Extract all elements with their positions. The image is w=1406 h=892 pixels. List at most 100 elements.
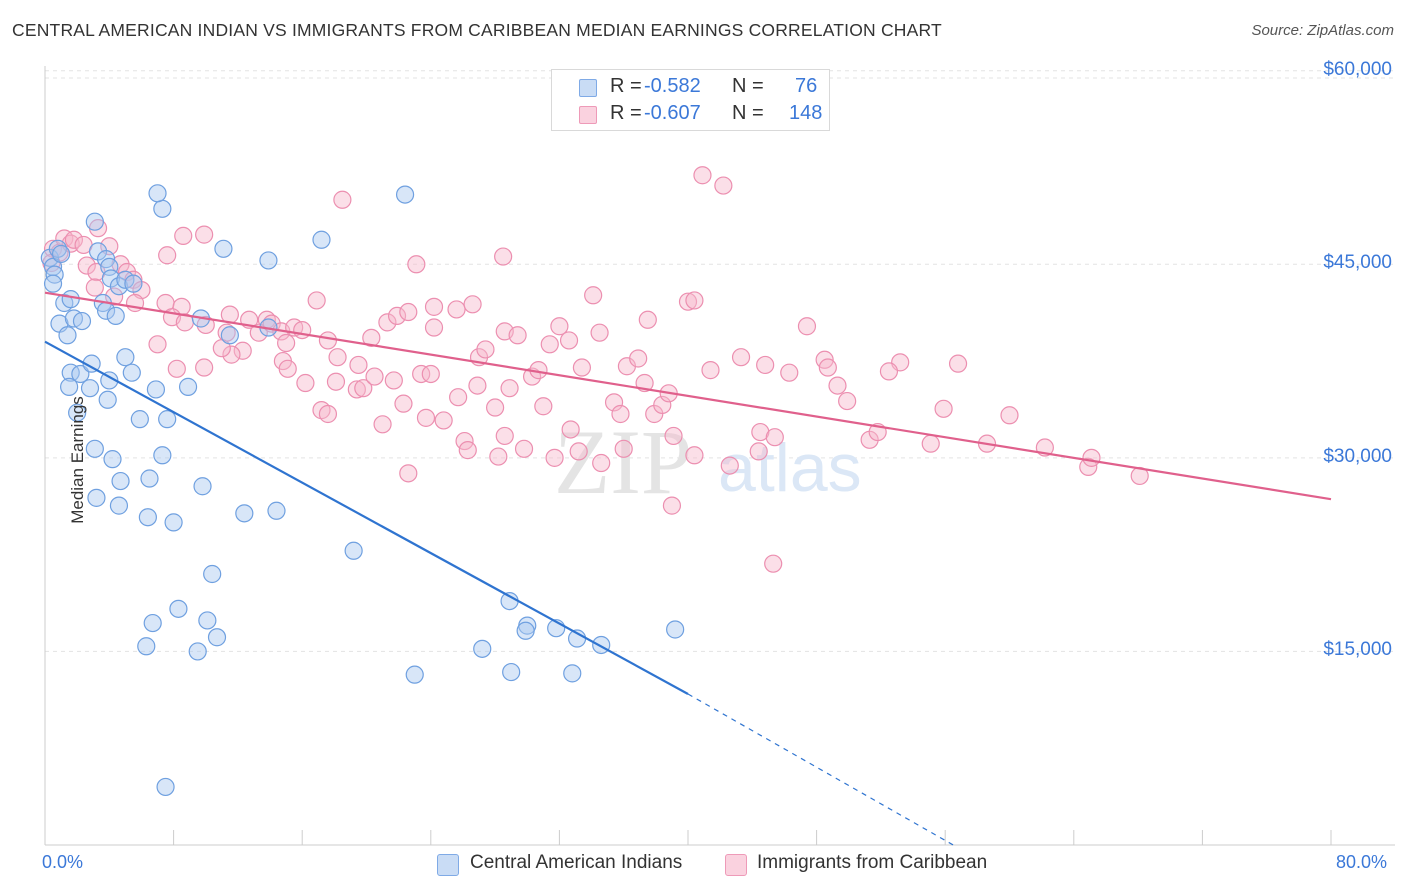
point-caribbean-immigrant xyxy=(158,246,177,265)
bottom-legend-swatch-blue xyxy=(437,854,459,876)
point-caribbean-immigrant xyxy=(278,359,297,378)
point-caribbean-immigrant xyxy=(387,306,407,326)
bottom-legend-label: Central American Indians xyxy=(470,852,683,873)
data-points xyxy=(40,166,1149,797)
bottom-legend-label: Immigrants from Caribbean xyxy=(757,852,988,873)
point-central-american-indian xyxy=(259,251,278,270)
point-caribbean-immigrant xyxy=(195,358,214,377)
point-central-american-indian xyxy=(137,637,156,656)
y-tick-label: $60,000 xyxy=(1323,58,1392,80)
point-caribbean-immigrant xyxy=(540,335,559,354)
point-caribbean-immigrant xyxy=(212,339,231,358)
point-central-american-indian xyxy=(164,513,183,532)
point-central-american-indian xyxy=(207,628,227,647)
point-central-american-indian xyxy=(61,363,80,382)
legend-row-blue: R = -0.582 N = 76 xyxy=(552,74,829,100)
point-caribbean-immigrant xyxy=(545,448,564,467)
point-caribbean-immigrant xyxy=(559,331,579,350)
legend-row-pink: R = -0.607 N = 148 xyxy=(552,101,829,127)
point-caribbean-immigrant xyxy=(463,295,482,314)
point-central-american-indian xyxy=(516,621,535,640)
y-tick-label: $30,000 xyxy=(1323,445,1392,467)
point-caribbean-immigrant xyxy=(749,442,768,461)
x-tick-label-max: 80.0% xyxy=(1336,852,1388,872)
point-caribbean-immigrant xyxy=(584,286,603,305)
y-tick-label: $15,000 xyxy=(1323,639,1392,661)
point-caribbean-immigrant xyxy=(638,310,657,329)
point-central-american-indian xyxy=(395,185,415,204)
legend-r-label: R = xyxy=(610,102,642,124)
point-caribbean-immigrant xyxy=(293,321,312,340)
point-central-american-indian xyxy=(106,306,125,326)
trend-lines xyxy=(44,291,1332,846)
chart-title: CENTRAL AMERICAN INDIAN VS IMMIGRANTS FR… xyxy=(12,20,942,40)
point-caribbean-immigrant xyxy=(494,247,513,266)
point-caribbean-immigrant xyxy=(476,340,495,359)
trend-line-caribbean xyxy=(44,291,1332,501)
point-caribbean-immigrant xyxy=(611,404,630,424)
x-tick-label-min: 0.0% xyxy=(42,852,84,872)
point-central-american-indian xyxy=(60,377,79,396)
point-caribbean-immigrant xyxy=(614,439,633,458)
point-caribbean-immigrant xyxy=(365,367,384,386)
point-caribbean-immigrant xyxy=(449,388,468,407)
point-caribbean-immigrant xyxy=(384,371,403,390)
point-central-american-indian xyxy=(198,611,217,630)
point-central-american-indian xyxy=(109,496,129,515)
point-caribbean-immigrant xyxy=(307,291,326,310)
point-caribbean-immigrant xyxy=(486,398,505,417)
point-central-american-indian xyxy=(98,390,117,409)
point-central-american-indian xyxy=(146,380,166,399)
point-central-american-indian xyxy=(267,501,286,520)
point-central-american-indian xyxy=(87,488,106,507)
point-caribbean-immigrant xyxy=(604,393,624,412)
point-caribbean-immigrant xyxy=(838,391,857,411)
point-central-american-indian xyxy=(188,642,207,661)
point-caribbean-immigrant xyxy=(85,278,104,297)
point-central-american-indian xyxy=(80,379,100,398)
point-caribbean-immigrant xyxy=(416,408,436,427)
axes xyxy=(44,66,1395,846)
point-caribbean-immigrant xyxy=(921,434,940,453)
point-caribbean-immigrant xyxy=(948,354,968,373)
point-caribbean-immigrant xyxy=(678,292,698,311)
point-central-american-indian xyxy=(148,184,167,203)
point-caribbean-immigrant xyxy=(720,456,739,475)
point-caribbean-immigrant xyxy=(664,426,683,446)
stats-legend: R = -0.582 N = 76 R = -0.607 N = 148 xyxy=(551,69,830,131)
point-caribbean-immigrant xyxy=(328,348,347,367)
point-caribbean-immigrant xyxy=(764,554,783,573)
point-central-american-indian xyxy=(68,403,87,422)
point-central-american-indian xyxy=(45,265,64,284)
point-caribbean-immigrant xyxy=(326,372,346,391)
point-central-american-indian xyxy=(220,326,239,345)
point-caribbean-immigrant xyxy=(592,453,611,473)
point-caribbean-immigrant xyxy=(495,426,514,446)
point-caribbean-immigrant xyxy=(174,226,193,245)
watermark-zip: ZIP xyxy=(554,411,692,513)
point-central-american-indian xyxy=(85,439,104,458)
point-caribbean-immigrant xyxy=(399,464,418,483)
point-caribbean-immigrant xyxy=(333,190,352,209)
point-caribbean-immigrant xyxy=(167,359,186,378)
point-caribbean-immigrant xyxy=(318,404,338,424)
point-caribbean-immigrant xyxy=(489,447,508,466)
point-caribbean-immigrant xyxy=(434,411,453,430)
point-caribbean-immigrant xyxy=(349,355,368,375)
point-central-american-indian xyxy=(71,364,90,384)
point-caribbean-immigrant xyxy=(685,446,704,465)
point-caribbean-immigrant xyxy=(765,428,784,447)
point-central-american-indian xyxy=(502,662,521,682)
y-axis-label: Median Earnings xyxy=(67,396,87,524)
trend-line-central-american xyxy=(44,340,689,695)
point-caribbean-immigrant xyxy=(534,397,553,416)
watermark: ZIP atlas xyxy=(554,411,862,513)
legend-r-label: R = xyxy=(610,75,642,97)
point-caribbean-immigrant xyxy=(195,225,214,244)
point-caribbean-immigrant xyxy=(590,323,609,342)
point-caribbean-immigrant xyxy=(394,394,413,413)
point-caribbean-immigrant xyxy=(277,333,296,353)
point-central-american-indian xyxy=(122,363,141,382)
legend-r-value: -0.607 xyxy=(644,102,701,124)
